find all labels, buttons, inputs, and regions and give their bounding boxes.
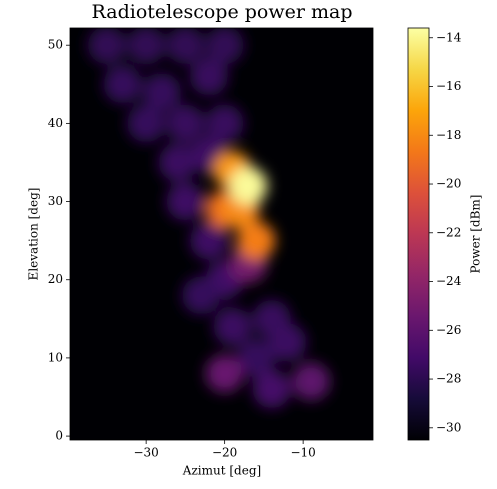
power-blob <box>189 221 228 260</box>
colorbar-tick-label: −30 <box>436 420 461 434</box>
power-blob <box>166 28 205 65</box>
plot-area <box>70 28 373 440</box>
power-blob <box>87 28 126 65</box>
colorbar-tick-label: −20 <box>436 177 461 191</box>
power-blob <box>237 221 276 260</box>
power-blob <box>291 362 330 401</box>
blobs <box>87 28 330 409</box>
colorbar <box>407 27 430 441</box>
power-blob <box>127 104 166 143</box>
x-tick-label: −30 <box>133 446 158 460</box>
y-axis-label: Elevation [deg] <box>27 188 41 281</box>
power-blob <box>268 323 307 362</box>
y-tick-label: 50 <box>48 38 63 52</box>
colorbar-tick-label: −16 <box>436 79 461 93</box>
power-blob <box>213 307 252 346</box>
colorbar-label: Power [dBm] <box>469 195 483 274</box>
y-tick-label: 10 <box>48 350 63 364</box>
y-tick-label: 0 <box>55 429 63 443</box>
colorbar-tick-label: −18 <box>436 128 461 142</box>
colorbar-tick-label: −22 <box>436 225 461 239</box>
power-blob <box>142 73 181 112</box>
x-tick-label: −20 <box>212 446 237 460</box>
power-blob <box>205 354 244 393</box>
y-tick-label: 30 <box>48 194 63 208</box>
y-tick-label: 20 <box>48 272 63 286</box>
y-tick-label: 40 <box>48 116 63 130</box>
colorbar-tick-label: −24 <box>436 274 462 288</box>
colorbar-tick-label: −28 <box>436 372 461 386</box>
power-blob <box>166 182 205 221</box>
plot-frame <box>69 27 374 441</box>
chart-title: Radiotelescope power map <box>92 1 353 23</box>
x-axis-label: Azimut [deg] <box>182 464 261 478</box>
power-blob <box>237 338 276 377</box>
x-tick-label: −10 <box>290 446 315 460</box>
power-blob <box>158 143 197 182</box>
power-blob <box>205 28 244 65</box>
colorbar-tick-label: −14 <box>436 30 462 44</box>
power-blob <box>182 276 221 315</box>
power-blob <box>252 370 291 409</box>
colorbar-tick-label: −26 <box>436 323 461 337</box>
power-blob <box>205 104 244 143</box>
power-blob <box>127 28 166 65</box>
power-blob <box>189 57 228 96</box>
power-blob <box>229 166 268 205</box>
power-blob <box>103 65 142 104</box>
power-blob <box>166 104 205 143</box>
